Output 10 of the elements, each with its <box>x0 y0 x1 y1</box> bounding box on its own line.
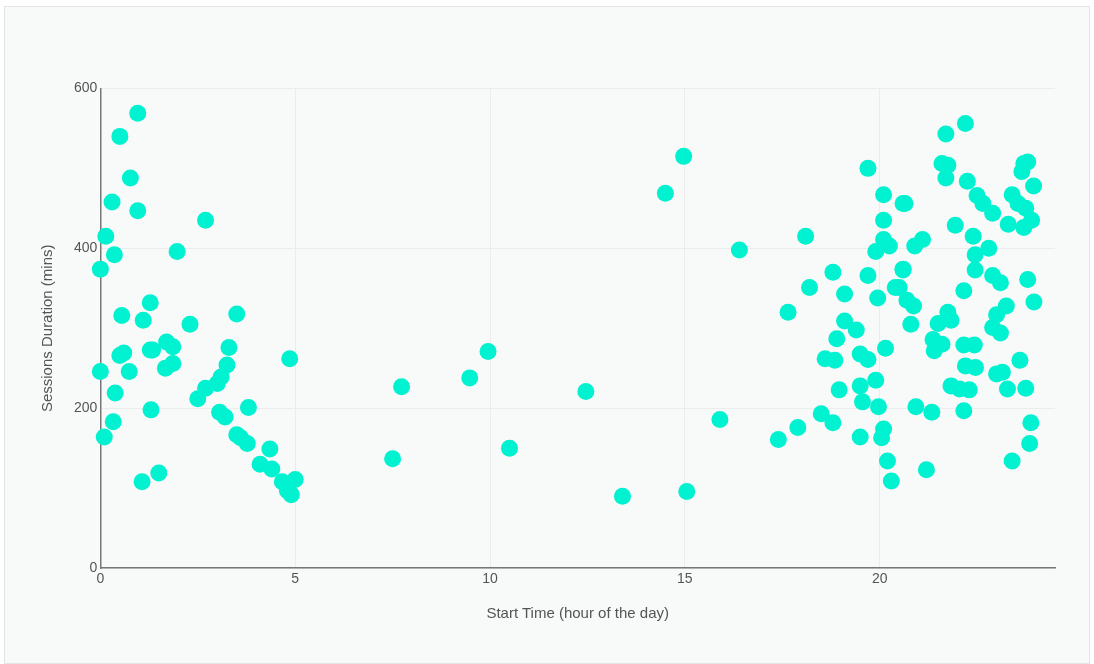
x-tick-label: 10 <box>482 570 499 587</box>
x-tick-label: 5 <box>291 570 300 587</box>
y-axis-title: Sessions Duration (mins) <box>38 244 56 413</box>
y-tick-label: 400 <box>74 239 98 256</box>
x-axis-title: Start Time (hour of the day) <box>486 604 669 622</box>
x-tick-label: 15 <box>677 570 693 587</box>
x-tick-label: 20 <box>871 570 888 587</box>
y-tick-label: 200 <box>74 399 98 416</box>
y-tick-label: 600 <box>74 79 98 96</box>
y-tick-label: 0 <box>89 559 98 576</box>
